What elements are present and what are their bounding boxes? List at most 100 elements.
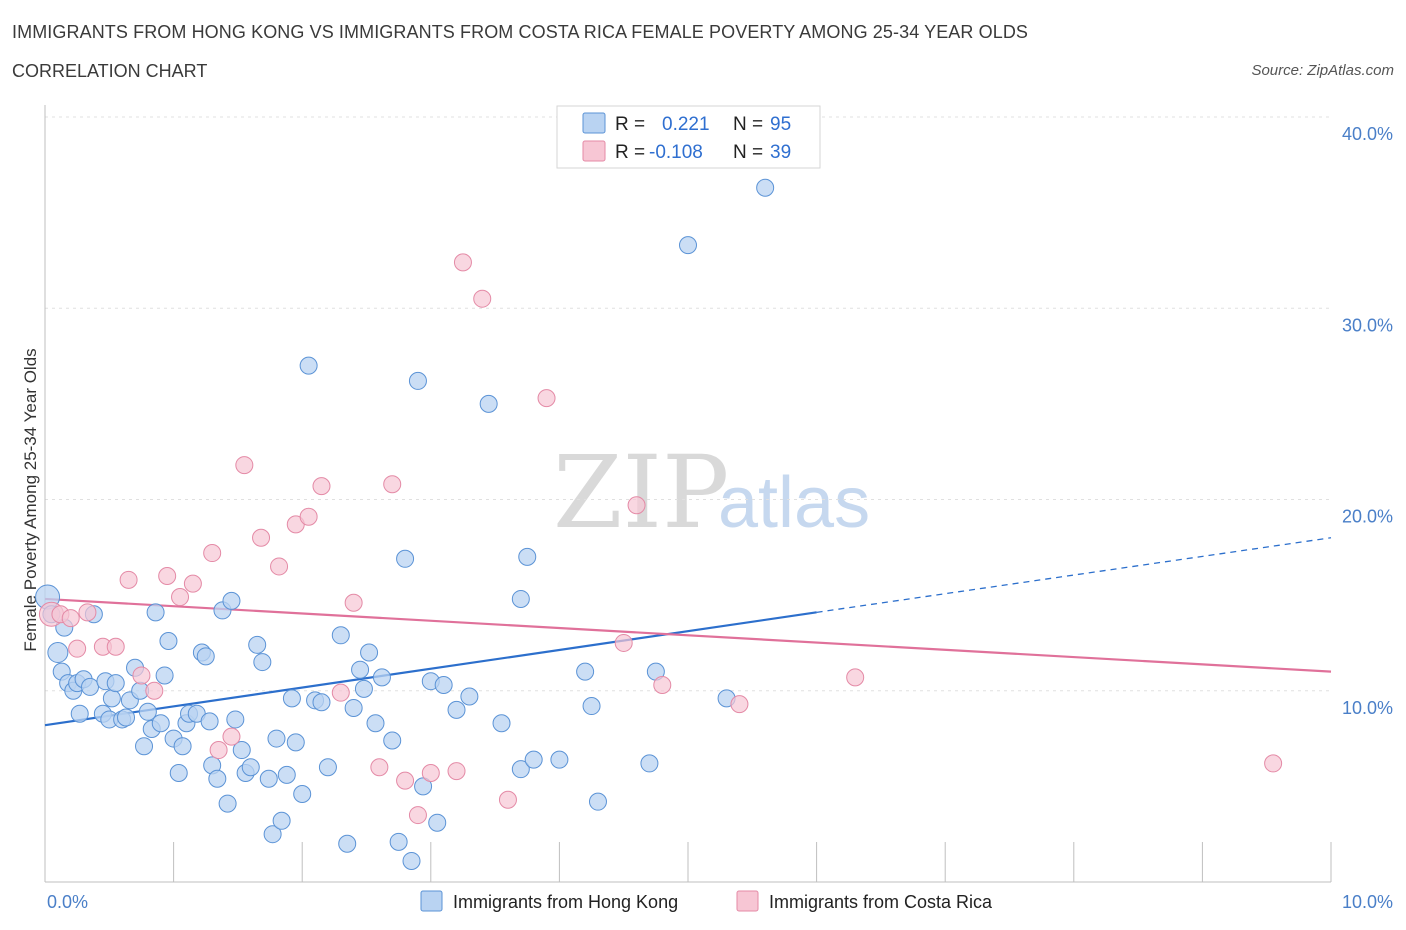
hong-kong-point [272,811,291,830]
hong-kong-point [146,603,165,622]
costa-rica-point [106,637,125,656]
hong-kong-point [414,777,433,796]
hong-kong-point [447,700,466,719]
costa-rica-point [331,683,350,702]
hong-kong-point [159,632,178,651]
costa-rica-point [183,574,202,593]
hong-kong-point [263,825,282,844]
trend-line-hong-kong [44,611,817,727]
hong-kong-point [460,687,479,706]
hong-kong-point [259,769,278,788]
hong-kong-point [218,794,237,813]
y-tick-label-2: 30.0% [1342,315,1393,335]
hong-kong-point [576,662,595,681]
hong-kong-point [640,754,659,773]
correlation-legend: R = 0.221 N = 95 R = -0.108 N = 39 [556,105,821,169]
costa-rica-point [453,253,472,272]
hong-kong-point [524,750,543,769]
legend-swatch-hong-kong [582,112,606,134]
series-costa-rica-points [38,253,1283,825]
costa-rica-point [145,681,164,700]
hong-kong-point [511,589,530,608]
costa-rica-point [78,603,97,622]
costa-rica-point [235,456,254,475]
costa-rica-point [252,528,271,547]
costa-rica-point [171,588,190,607]
costa-rica-point [396,771,415,790]
hong-kong-point [492,714,511,733]
hong-kong-point [81,677,100,696]
hong-kong-point [396,549,415,568]
hong-kong-point [232,741,251,760]
hong-kong-point [550,750,569,769]
hong-kong-point [135,737,154,756]
hong-kong-point [282,689,301,708]
hong-kong-point [360,643,379,662]
hong-kong-point [277,765,296,784]
hong-kong-point [169,763,188,782]
legend-r-label-hong-kong: R = [615,114,645,135]
costa-rica-point [270,557,289,576]
hong-kong-point [479,394,498,413]
hong-kong-point [389,832,408,851]
series-legend: Immigrants from Hong Kong Immigrants fro… [420,890,993,912]
costa-rica-point [312,477,331,496]
costa-rica-point [132,666,151,685]
hong-kong-point [588,792,607,811]
hong-kong-point [402,851,421,870]
x-tick-label-1: 10.0% [1342,892,1393,912]
costa-rica-point [614,633,633,652]
hong-kong-point [241,758,260,777]
costa-rica-point [209,741,228,760]
costa-rica-point [119,570,138,589]
costa-rica-point [653,676,672,695]
costa-rica-point [299,507,318,526]
costa-rica-point [1264,754,1283,773]
hong-kong-point [679,236,697,255]
hong-kong-point [293,785,312,804]
hong-kong-point [155,666,174,685]
hong-kong-point [312,693,331,712]
x-tick-label-0: 0.0% [47,892,88,912]
source-credit: Source: ZipAtlas.com [1251,62,1394,79]
hong-kong-point [338,834,357,853]
costa-rica-point [408,806,427,825]
axes: 10.0% 20.0% 30.0% 40.0% 0.0% 10.0% [44,105,1393,912]
hong-kong-point [70,704,89,723]
hong-kong-point [582,697,601,716]
costa-rica-point [344,593,363,612]
watermark-zip: ZIP [553,434,729,551]
hong-kong-point [102,689,121,708]
hong-kong-point [372,668,391,687]
hong-kong-point [366,714,385,733]
series-legend-swatch-costa-rica [736,890,759,912]
hong-kong-point [428,813,447,832]
costa-rica-point [730,695,749,714]
legend-r-value-costa-rica: -0.108 [649,142,703,163]
hong-kong-point [196,647,215,666]
hong-kong-point [151,714,170,733]
costa-rica-point [383,475,402,494]
costa-rica-point [537,389,556,408]
costa-rica-point [68,639,87,658]
costa-rica-point [846,668,865,687]
hong-kong-point [248,635,267,654]
costa-rica-point [473,289,492,308]
hong-kong-point [756,178,775,197]
costa-rica-point [370,758,389,777]
legend-r-value-hong-kong: 0.221 [662,114,710,135]
hong-kong-point [351,660,370,679]
costa-rica-point [627,496,646,515]
hong-kong-point [253,653,272,672]
costa-rica-point [61,609,80,628]
hong-kong-point [226,710,245,729]
chart-title: IMMIGRANTS FROM HONG KONG VS IMMIGRANTS … [12,22,1029,42]
y-axis-label: Female Poverty Among 25-34 Year Olds [21,348,40,651]
grid [45,116,1331,692]
costa-rica-point [498,790,517,809]
legend-swatch-costa-rica [582,140,606,162]
costa-rica-point [421,763,440,782]
costa-rica-point [447,762,466,781]
hong-kong-point [208,769,227,788]
